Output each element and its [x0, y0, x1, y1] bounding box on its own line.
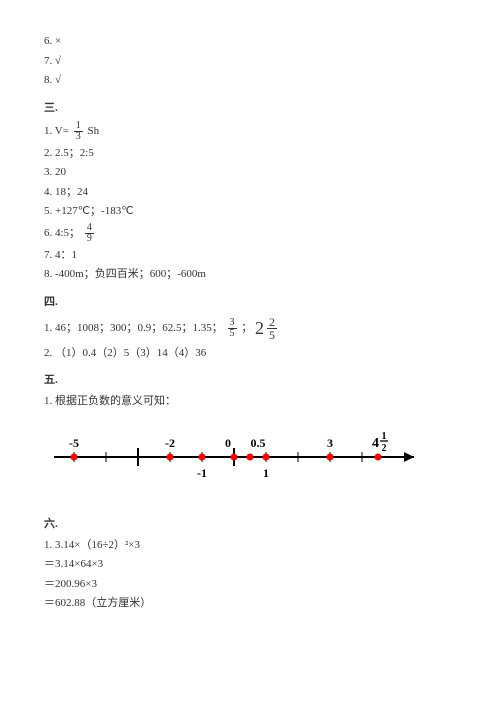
s4-q2: 2. （1）0.4（2）5（3）14（4）36: [44, 345, 456, 362]
s4-q1: 1. 46；1008；300；0.9；62.5；1.35； 3 5 ； 2 2 …: [44, 315, 456, 342]
frac-den: 9: [85, 234, 94, 244]
s4-q1-a: 1. 46；1008；300；0.9；62.5；1.35；: [44, 322, 223, 334]
s3-q4: 4. 18；24: [44, 184, 456, 201]
section-4-title: 四.: [44, 293, 456, 309]
svg-text:-2: -2: [165, 436, 175, 450]
svg-text:4: 4: [372, 436, 379, 451]
s6-l3: ＝200.96×3: [44, 576, 456, 593]
frac-den: 5: [228, 329, 237, 339]
frac-num: 3: [228, 318, 237, 329]
frac-den: 3: [74, 132, 83, 142]
svg-text:0: 0: [225, 436, 231, 450]
s6-l2: ＝3.14×64×3: [44, 556, 456, 573]
s3-q5: 5. +127℃；-183℃: [44, 203, 456, 220]
frac-2-5: 2 5: [267, 316, 277, 341]
s3-q3: 3. 20: [44, 164, 456, 181]
s3-q6: 6. 4:5； 4 9: [44, 223, 456, 244]
section-6-title: 六.: [44, 515, 456, 531]
mixed-2-2-5: 2 2 5: [255, 315, 279, 342]
section-3-title: 三.: [44, 99, 456, 115]
s3-q2: 2. 2.5；2:5: [44, 145, 456, 162]
svg-text:0.5: 0.5: [251, 436, 266, 450]
number-line-figure: -5-2-100.513412: [44, 424, 456, 497]
s3-q7: 7. 4：1: [44, 247, 456, 264]
frac-num: 1: [74, 121, 83, 132]
svg-text:1: 1: [263, 466, 269, 480]
frac-4-9: 4 9: [85, 223, 94, 244]
ans-8: 8. √: [44, 72, 456, 89]
s3-q8: 8. -400m；负四百米；600；-600m: [44, 266, 456, 283]
section-5-title: 五.: [44, 371, 456, 387]
svg-text:-1: -1: [197, 466, 207, 480]
svg-text:2: 2: [382, 443, 387, 454]
s5-q1: 1. 根据正负数的意义可知：: [44, 393, 456, 410]
frac-den: 5: [267, 329, 277, 341]
s3-q1-a: 1. V=: [44, 125, 69, 137]
s3-q1: 1. V= 1 3 Sh: [44, 121, 456, 142]
svg-text:-5: -5: [69, 436, 79, 450]
ans-7: 7. √: [44, 53, 456, 70]
s3-q1-b: Sh: [87, 125, 99, 137]
mixed-whole: 2: [255, 315, 264, 342]
frac-num: 4: [85, 223, 94, 234]
s3-q6-a: 6. 4:5；: [44, 227, 80, 239]
s6-l4: ＝602.88（立方厘米）: [44, 595, 456, 612]
frac-1-3: 1 3: [74, 121, 83, 142]
number-line-svg: -5-2-100.513412: [44, 424, 424, 494]
frac-num: 2: [267, 316, 277, 329]
s6-l1: 1. 3.14×（16÷2）²×3: [44, 537, 456, 554]
frac-3-5: 3 5: [228, 318, 237, 339]
s4-q1-sep: ；: [241, 322, 255, 334]
svg-text:3: 3: [327, 436, 333, 450]
ans-6: 6. ×: [44, 33, 456, 50]
